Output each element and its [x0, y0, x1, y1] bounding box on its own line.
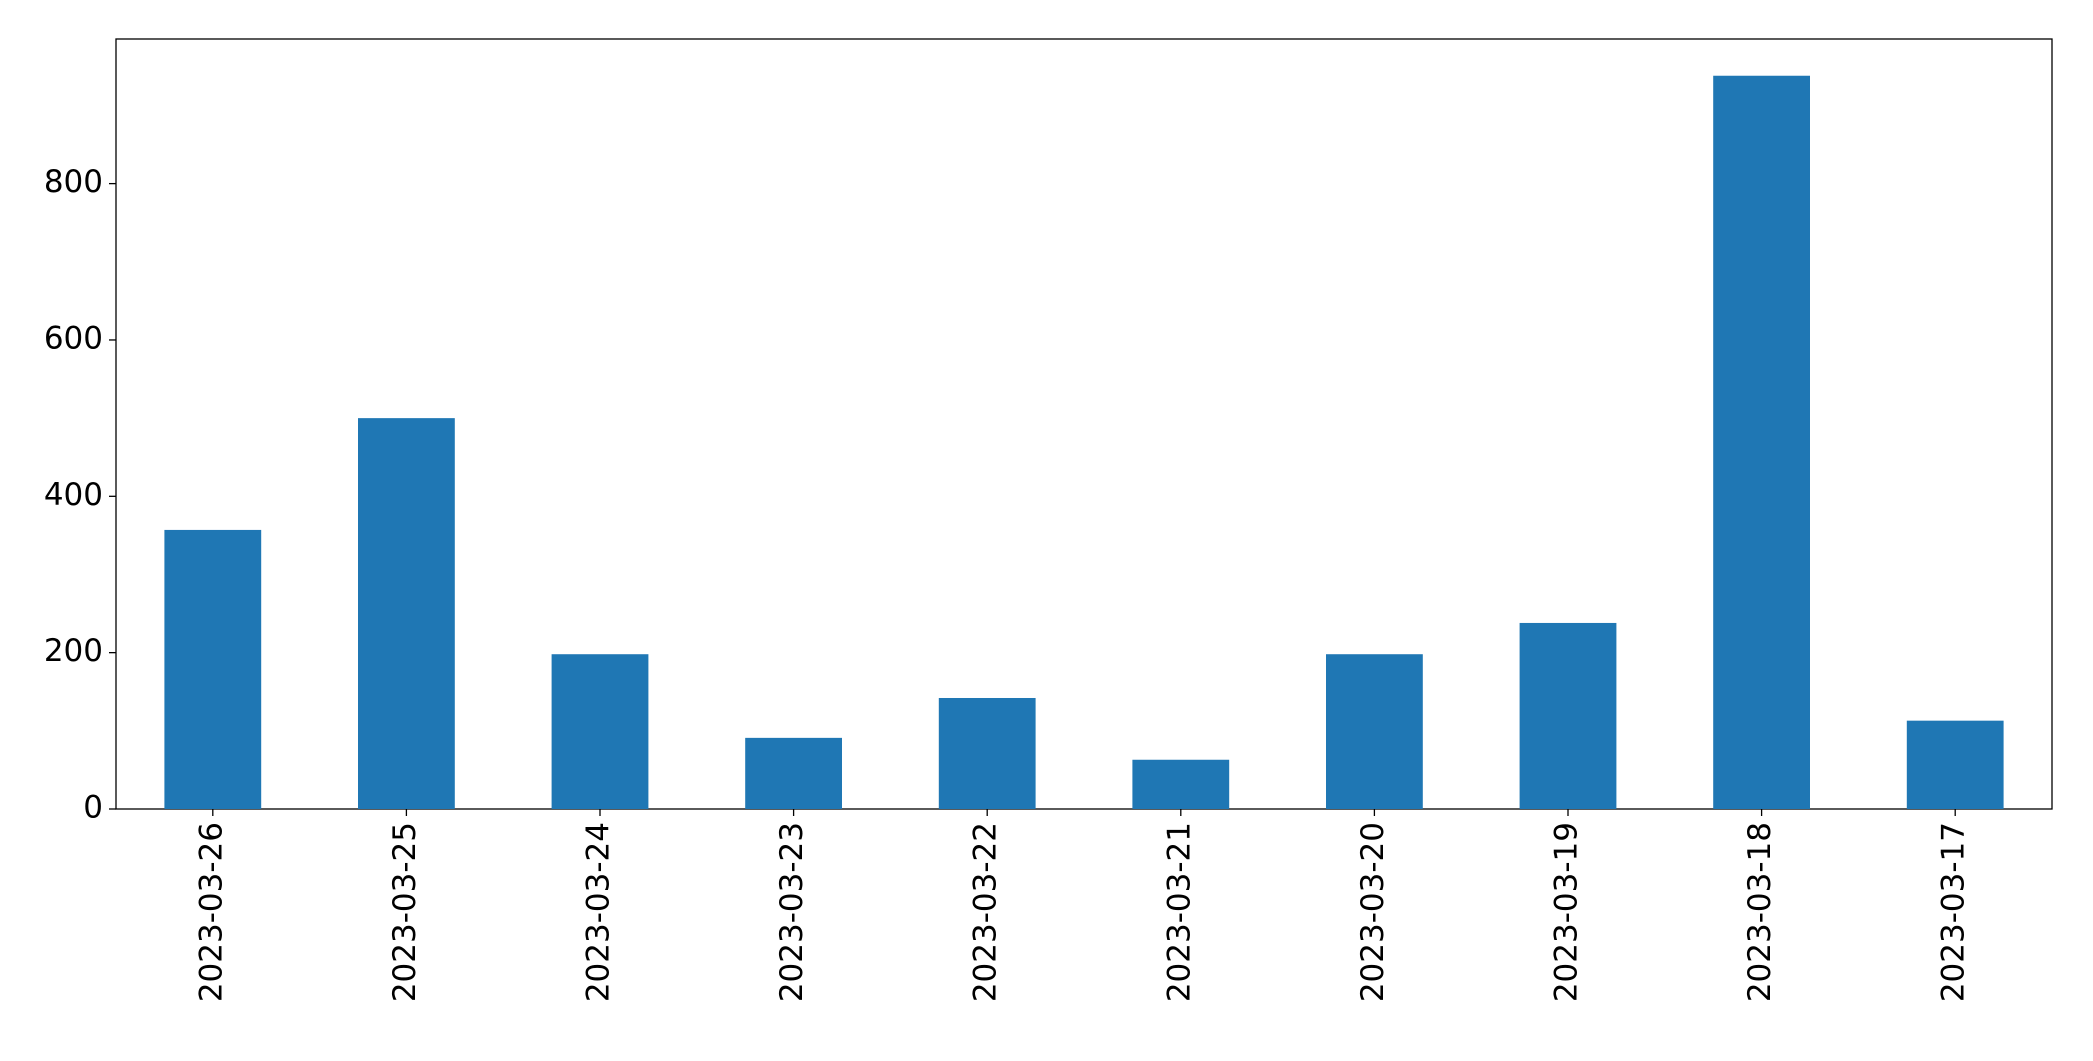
x-tick-label: 2023-03-26 — [193, 822, 229, 1002]
x-tick-label: 2023-03-24 — [581, 822, 617, 1002]
bar — [164, 529, 262, 809]
x-tick-label: 2023-03-19 — [1549, 822, 1585, 1002]
y-tick-label: 400 — [44, 477, 103, 513]
bar — [1906, 720, 2004, 809]
x-tick-label: 2023-03-22 — [968, 822, 1004, 1002]
axes-frame — [115, 38, 2053, 810]
bar — [1326, 654, 1423, 809]
bar — [551, 654, 649, 809]
y-tick-label: 600 — [44, 320, 103, 356]
x-tick-label: 2023-03-18 — [1742, 822, 1778, 1002]
bar — [1519, 622, 1617, 809]
y-tick-label: 800 — [44, 164, 103, 200]
bar — [938, 697, 1036, 809]
bar — [1713, 75, 1810, 810]
bar — [358, 418, 455, 809]
y-tick-label: 200 — [44, 633, 103, 669]
x-tick-label: 2023-03-20 — [1355, 822, 1391, 1002]
bar — [1132, 759, 1230, 809]
y-tick-label: 0 — [83, 790, 103, 826]
bar — [745, 737, 842, 809]
x-tick-label: 2023-03-17 — [1936, 822, 1972, 1002]
x-tick-label: 2023-03-25 — [387, 822, 423, 1002]
x-tick-label: 2023-03-23 — [774, 822, 810, 1002]
x-tick-label: 2023-03-21 — [1161, 822, 1197, 1002]
